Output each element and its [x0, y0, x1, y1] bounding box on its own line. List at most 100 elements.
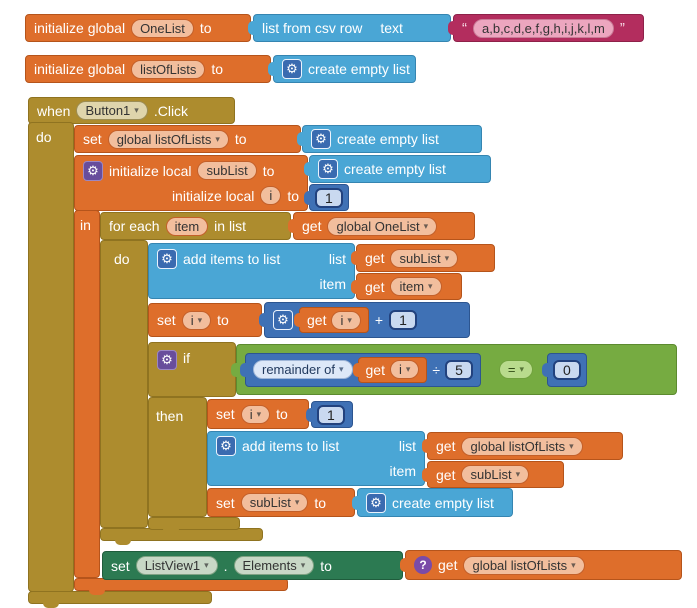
variable-dropdown[interactable]: subList ▾ [390, 248, 459, 268]
logic-equals-block[interactable]: remainder of ▾ get i ▾ ÷ 5 = ▾ 0 [236, 344, 677, 395]
keyword-get: get [307, 312, 327, 328]
number-field[interactable]: 5 [445, 359, 473, 380]
arg-label-item: item [389, 462, 416, 479]
question-icon[interactable]: ? [414, 556, 432, 574]
variable-dropdown[interactable]: subList ▾ [240, 493, 309, 512]
get-sublist-block[interactable]: get subList ▾ [356, 244, 495, 272]
for-each-block[interactable]: for each item in list [100, 212, 291, 240]
number-value: 0 [563, 361, 571, 378]
create-empty-list-block[interactable]: ⚙ create empty list [302, 125, 482, 153]
when-button-click-block[interactable]: when Button1 ▾ .Click [28, 97, 235, 124]
create-empty-list-block[interactable]: ⚙ create empty list [309, 155, 491, 183]
dropdown-icon: ▾ [300, 560, 306, 570]
math-op-label: remainder of [262, 362, 335, 377]
set-listview-elements-block[interactable]: set ListView1 ▾ . Elements ▾ to [102, 551, 403, 580]
variable-name: global listOfLists [470, 438, 566, 454]
dropdown-icon: ▾ [428, 281, 433, 291]
mutator-gear-icon[interactable]: ⚙ [282, 59, 302, 79]
keyword-to: to [262, 162, 275, 179]
variable-dropdown[interactable]: i ▾ [389, 360, 420, 379]
dropdown-icon: ▾ [423, 220, 429, 231]
keyword-to: to [276, 406, 288, 422]
if-block[interactable]: ⚙ if [148, 342, 236, 397]
keyword-get: get [436, 466, 456, 483]
variable-name: item [399, 279, 425, 294]
text-string-block[interactable]: “ a,b,c,d,e,f,g,h,i,j,k,l,m ” [453, 14, 644, 42]
number-block[interactable]: 1 [311, 401, 353, 428]
get-item-block[interactable]: get item ▾ [356, 273, 462, 300]
add-items-row-list: ⚙ add items to list list [216, 434, 416, 459]
get-global-listoflists-block[interactable]: ? get global listOfLists ▾ [405, 550, 682, 580]
local-name-field[interactable]: subList [197, 161, 257, 180]
variable-dropdown[interactable]: global listOfLists ▾ [107, 129, 229, 149]
variable-dropdown[interactable]: i ▾ [240, 404, 271, 424]
mutator-gear-icon[interactable]: ⚙ [318, 159, 338, 179]
keyword-if: if [183, 350, 190, 366]
text-string-field[interactable]: a,b,c,d,e,f,g,h,i,j,k,l,m [473, 18, 614, 38]
variable-dropdown[interactable]: item ▾ [390, 277, 442, 296]
variable-dropdown[interactable]: i ▾ [181, 310, 212, 330]
variable-name: subList [470, 467, 512, 482]
mutator-gear-icon[interactable]: ⚙ [157, 248, 177, 269]
keyword-set: set [157, 312, 176, 328]
number-value: 5 [455, 361, 463, 378]
list-from-csv-row-block[interactable]: list from csv row text [253, 14, 451, 42]
mutator-gear-icon[interactable]: ⚙ [83, 160, 103, 181]
dropdown-icon: ▾ [405, 364, 411, 374]
loop-var-field[interactable]: item [165, 216, 209, 236]
add-items-to-list-block[interactable]: ⚙ add items to list list item [148, 243, 355, 299]
variable-dropdown[interactable]: i ▾ [331, 310, 361, 330]
component-dropdown[interactable]: ListView1 ▾ [135, 556, 218, 575]
dropdown-icon: ▾ [294, 497, 300, 507]
keyword-to: to [211, 61, 224, 77]
init-local-block[interactable]: ⚙ initialize local subList to initialize… [74, 155, 308, 211]
number-field[interactable]: 1 [315, 187, 343, 208]
get-i-block[interactable]: get i ▾ [299, 307, 369, 333]
mutator-gear-icon[interactable]: ⚙ [157, 350, 177, 370]
set-i-block[interactable]: set i ▾ to [148, 303, 262, 337]
get-global-onelist-block[interactable]: get global OneList ▾ [293, 212, 475, 240]
create-empty-list-block[interactable]: ⚙ create empty list [273, 55, 416, 83]
number-field[interactable]: 0 [553, 359, 581, 380]
variable-dropdown[interactable]: global listOfLists ▾ [461, 436, 583, 456]
logic-op-dropdown[interactable]: = ▾ [498, 360, 534, 379]
local-name-field[interactable]: i [260, 186, 282, 205]
mutator-gear-icon[interactable]: ⚙ [216, 436, 236, 457]
init-local-i-row: initialize local i to [83, 183, 299, 208]
init-global-listoflists-block[interactable]: initialize global listOfLists to [25, 55, 271, 83]
component-dropdown[interactable]: Button1 ▾ [76, 101, 148, 120]
keyword-get: get [436, 438, 456, 454]
init-global-onelist-block[interactable]: initialize global OneList to [25, 14, 251, 42]
variable-dropdown[interactable]: global OneList ▾ [327, 216, 438, 236]
get-global-listoflists-block[interactable]: get global listOfLists ▾ [427, 432, 623, 460]
number-block[interactable]: 1 [309, 184, 349, 211]
math-op-dropdown[interactable]: remainder of ▾ [253, 360, 353, 379]
set-sublist-block[interactable]: set subList ▾ to [207, 488, 355, 517]
variable-name-field[interactable]: listOfLists [131, 59, 206, 79]
mutator-gear-icon[interactable]: ⚙ [273, 310, 293, 330]
add-items-row-list: ⚙ add items to list list [157, 246, 346, 271]
dropdown-icon: ▾ [215, 133, 220, 144]
set-global-listoflists-block[interactable]: set global listOfLists ▾ to [74, 125, 301, 153]
math-add-block[interactable]: ⚙ get i ▾ + 1 [264, 302, 470, 338]
dropdown-icon: ▾ [197, 314, 203, 325]
keyword-to: to [287, 187, 299, 204]
number-block[interactable]: 0 [547, 352, 587, 387]
variable-dropdown[interactable]: subList ▾ [461, 465, 530, 484]
create-empty-list-block[interactable]: ⚙ create empty list [357, 488, 513, 517]
set-i-block[interactable]: set i ▾ to [207, 399, 309, 429]
get-i-block[interactable]: get i ▾ [357, 356, 428, 383]
mutator-gear-icon[interactable]: ⚙ [311, 129, 331, 149]
init-local-sublist-row: ⚙ initialize local subList to [83, 158, 299, 183]
add-items-to-list-block[interactable]: ⚙ add items to list list item [207, 431, 425, 486]
get-sublist-block[interactable]: get subList ▾ [427, 461, 564, 488]
property-dropdown[interactable]: Elements ▾ [233, 556, 315, 575]
variable-dropdown[interactable]: global listOfLists ▾ [463, 555, 585, 575]
math-remainder-block[interactable]: remainder of ▾ get i ▾ ÷ 5 [245, 352, 481, 387]
mutator-gear-icon[interactable]: ⚙ [366, 492, 386, 513]
variable-name-field[interactable]: OneList [131, 18, 194, 38]
variable-name: global listOfLists [116, 131, 212, 147]
variable-name: i [249, 406, 253, 422]
number-field[interactable]: 1 [317, 404, 345, 425]
number-field[interactable]: 1 [389, 310, 417, 330]
